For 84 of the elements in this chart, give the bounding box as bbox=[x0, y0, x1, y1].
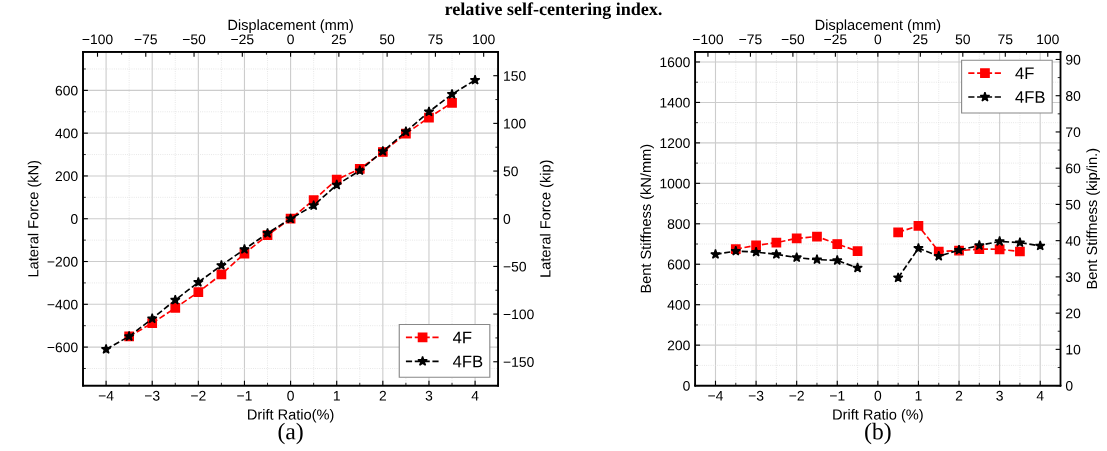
x-tick-label: −1 bbox=[830, 390, 845, 401]
y-tick-label: −600 bbox=[47, 342, 78, 353]
x2-tick-label: 25 bbox=[913, 34, 928, 45]
y2-tick-label: −100 bbox=[503, 309, 534, 320]
y2-tick-label: 50 bbox=[503, 166, 518, 177]
x-tick-label: 4 bbox=[471, 390, 479, 401]
x-tick-label: 3 bbox=[996, 390, 1003, 401]
text: (a) bbox=[278, 422, 303, 445]
y-tick-label: 600 bbox=[55, 85, 78, 96]
y2-tick-label: 60 bbox=[1066, 163, 1081, 174]
y2-tick-label: 100 bbox=[504, 118, 526, 129]
x2-tick-label: −100 bbox=[692, 34, 724, 45]
x-tick-label: −2 bbox=[191, 390, 206, 401]
x-tick-label: 2 bbox=[379, 390, 386, 401]
y2-axis-title: Bent Stiffness (kip/in.) bbox=[1086, 148, 1100, 289]
y-tick-label: 800 bbox=[667, 219, 690, 229]
x-tick-label: −3 bbox=[144, 390, 160, 401]
x-tick-label: 1 bbox=[915, 390, 922, 401]
x-axis-title: Drift Ratio (%) bbox=[833, 408, 923, 423]
text: relative self-centering index. bbox=[445, 2, 662, 19]
y2-tick-label: 80 bbox=[1065, 91, 1081, 101]
y2-tick-label: −150 bbox=[503, 357, 534, 367]
y2-axis-title: Lateral Force (kip) bbox=[539, 160, 554, 277]
y2-tick-label: 0 bbox=[503, 214, 511, 224]
y2-tick-label: −50 bbox=[503, 261, 527, 272]
y-tick-label: −200 bbox=[47, 256, 78, 267]
x2-tick-label: 50 bbox=[379, 34, 395, 45]
x2-axis-title: Displacement (mm) bbox=[815, 19, 941, 33]
y-tick-label: 400 bbox=[55, 128, 78, 139]
x2-tick-label: 75 bbox=[428, 34, 443, 45]
y2-tick-label: 40 bbox=[1065, 235, 1081, 246]
x-tick-label: 3 bbox=[425, 390, 433, 401]
x2-tick-label: 0 bbox=[287, 34, 294, 45]
x2-tick-label: −50 bbox=[781, 34, 805, 45]
y-tick-label: 1600 bbox=[660, 57, 690, 68]
x-tick-label: −3 bbox=[748, 390, 764, 401]
x-tick-label: 0 bbox=[287, 390, 294, 401]
x2-axis-title: Displacement (mm) bbox=[228, 19, 353, 33]
y2-tick-label: 30 bbox=[1065, 272, 1081, 283]
y2-tick-label: 70 bbox=[1066, 127, 1081, 138]
x2-tick-label: −75 bbox=[134, 34, 157, 45]
x2-tick-label: −50 bbox=[182, 34, 206, 45]
text: (b) bbox=[865, 422, 891, 445]
y2-tick-label: 20 bbox=[1066, 308, 1081, 319]
y-tick-label: 0 bbox=[683, 380, 690, 391]
y-tick-label: 200 bbox=[667, 340, 690, 351]
y-tick-label: 400 bbox=[667, 300, 690, 310]
x2-tick-label: 75 bbox=[998, 34, 1013, 45]
x-tick-label: −4 bbox=[98, 390, 114, 401]
legend-label: 4F bbox=[452, 331, 472, 344]
y-tick-label: −400 bbox=[47, 299, 78, 310]
x2-tick-label: −75 bbox=[739, 34, 762, 45]
x2-tick-label: 100 bbox=[1037, 34, 1059, 45]
legend-label: 4FB bbox=[1015, 91, 1045, 103]
x-tick-label: −1 bbox=[237, 390, 252, 401]
x2-tick-label: 25 bbox=[331, 34, 346, 45]
x2-tick-label: −100 bbox=[82, 34, 113, 45]
x-tick-label: −4 bbox=[708, 390, 723, 401]
y-tick-label: 1000 bbox=[660, 178, 690, 189]
y-tick-label: 200 bbox=[55, 171, 78, 182]
y2-tick-label: 90 bbox=[1066, 54, 1081, 65]
legend-label: 4F bbox=[1015, 67, 1034, 79]
y-tick-label: 0 bbox=[70, 214, 78, 224]
x-tick-label: −2 bbox=[789, 390, 804, 401]
x-tick-label: 4 bbox=[1036, 390, 1044, 401]
y-axis-title: Bent Stiffness (kN/mm) bbox=[640, 144, 654, 293]
y2-tick-label: 50 bbox=[1065, 199, 1081, 210]
x2-tick-label: 0 bbox=[874, 34, 882, 45]
x2-tick-label: −25 bbox=[824, 34, 847, 45]
y2-tick-label: 0 bbox=[1065, 380, 1073, 391]
y2-tick-label: 150 bbox=[504, 71, 526, 81]
y2-tick-label: 10 bbox=[1066, 344, 1081, 355]
y-tick-label: 600 bbox=[667, 259, 690, 270]
x2-tick-label: 50 bbox=[955, 34, 970, 45]
y-tick-label: 1200 bbox=[660, 138, 690, 149]
x-tick-label: 1 bbox=[333, 390, 340, 401]
y-tick-label: 1400 bbox=[660, 97, 690, 108]
x-tick-label: 2 bbox=[955, 390, 963, 401]
x2-tick-label: −25 bbox=[231, 34, 254, 45]
legend-label: 4FB bbox=[452, 355, 483, 368]
x-tick-label: 0 bbox=[874, 390, 882, 401]
x-axis-title: Drift Ratio(%) bbox=[248, 408, 334, 423]
x2-tick-label: 100 bbox=[473, 34, 495, 45]
y-axis-title: Lateral Force (kN) bbox=[27, 160, 42, 277]
